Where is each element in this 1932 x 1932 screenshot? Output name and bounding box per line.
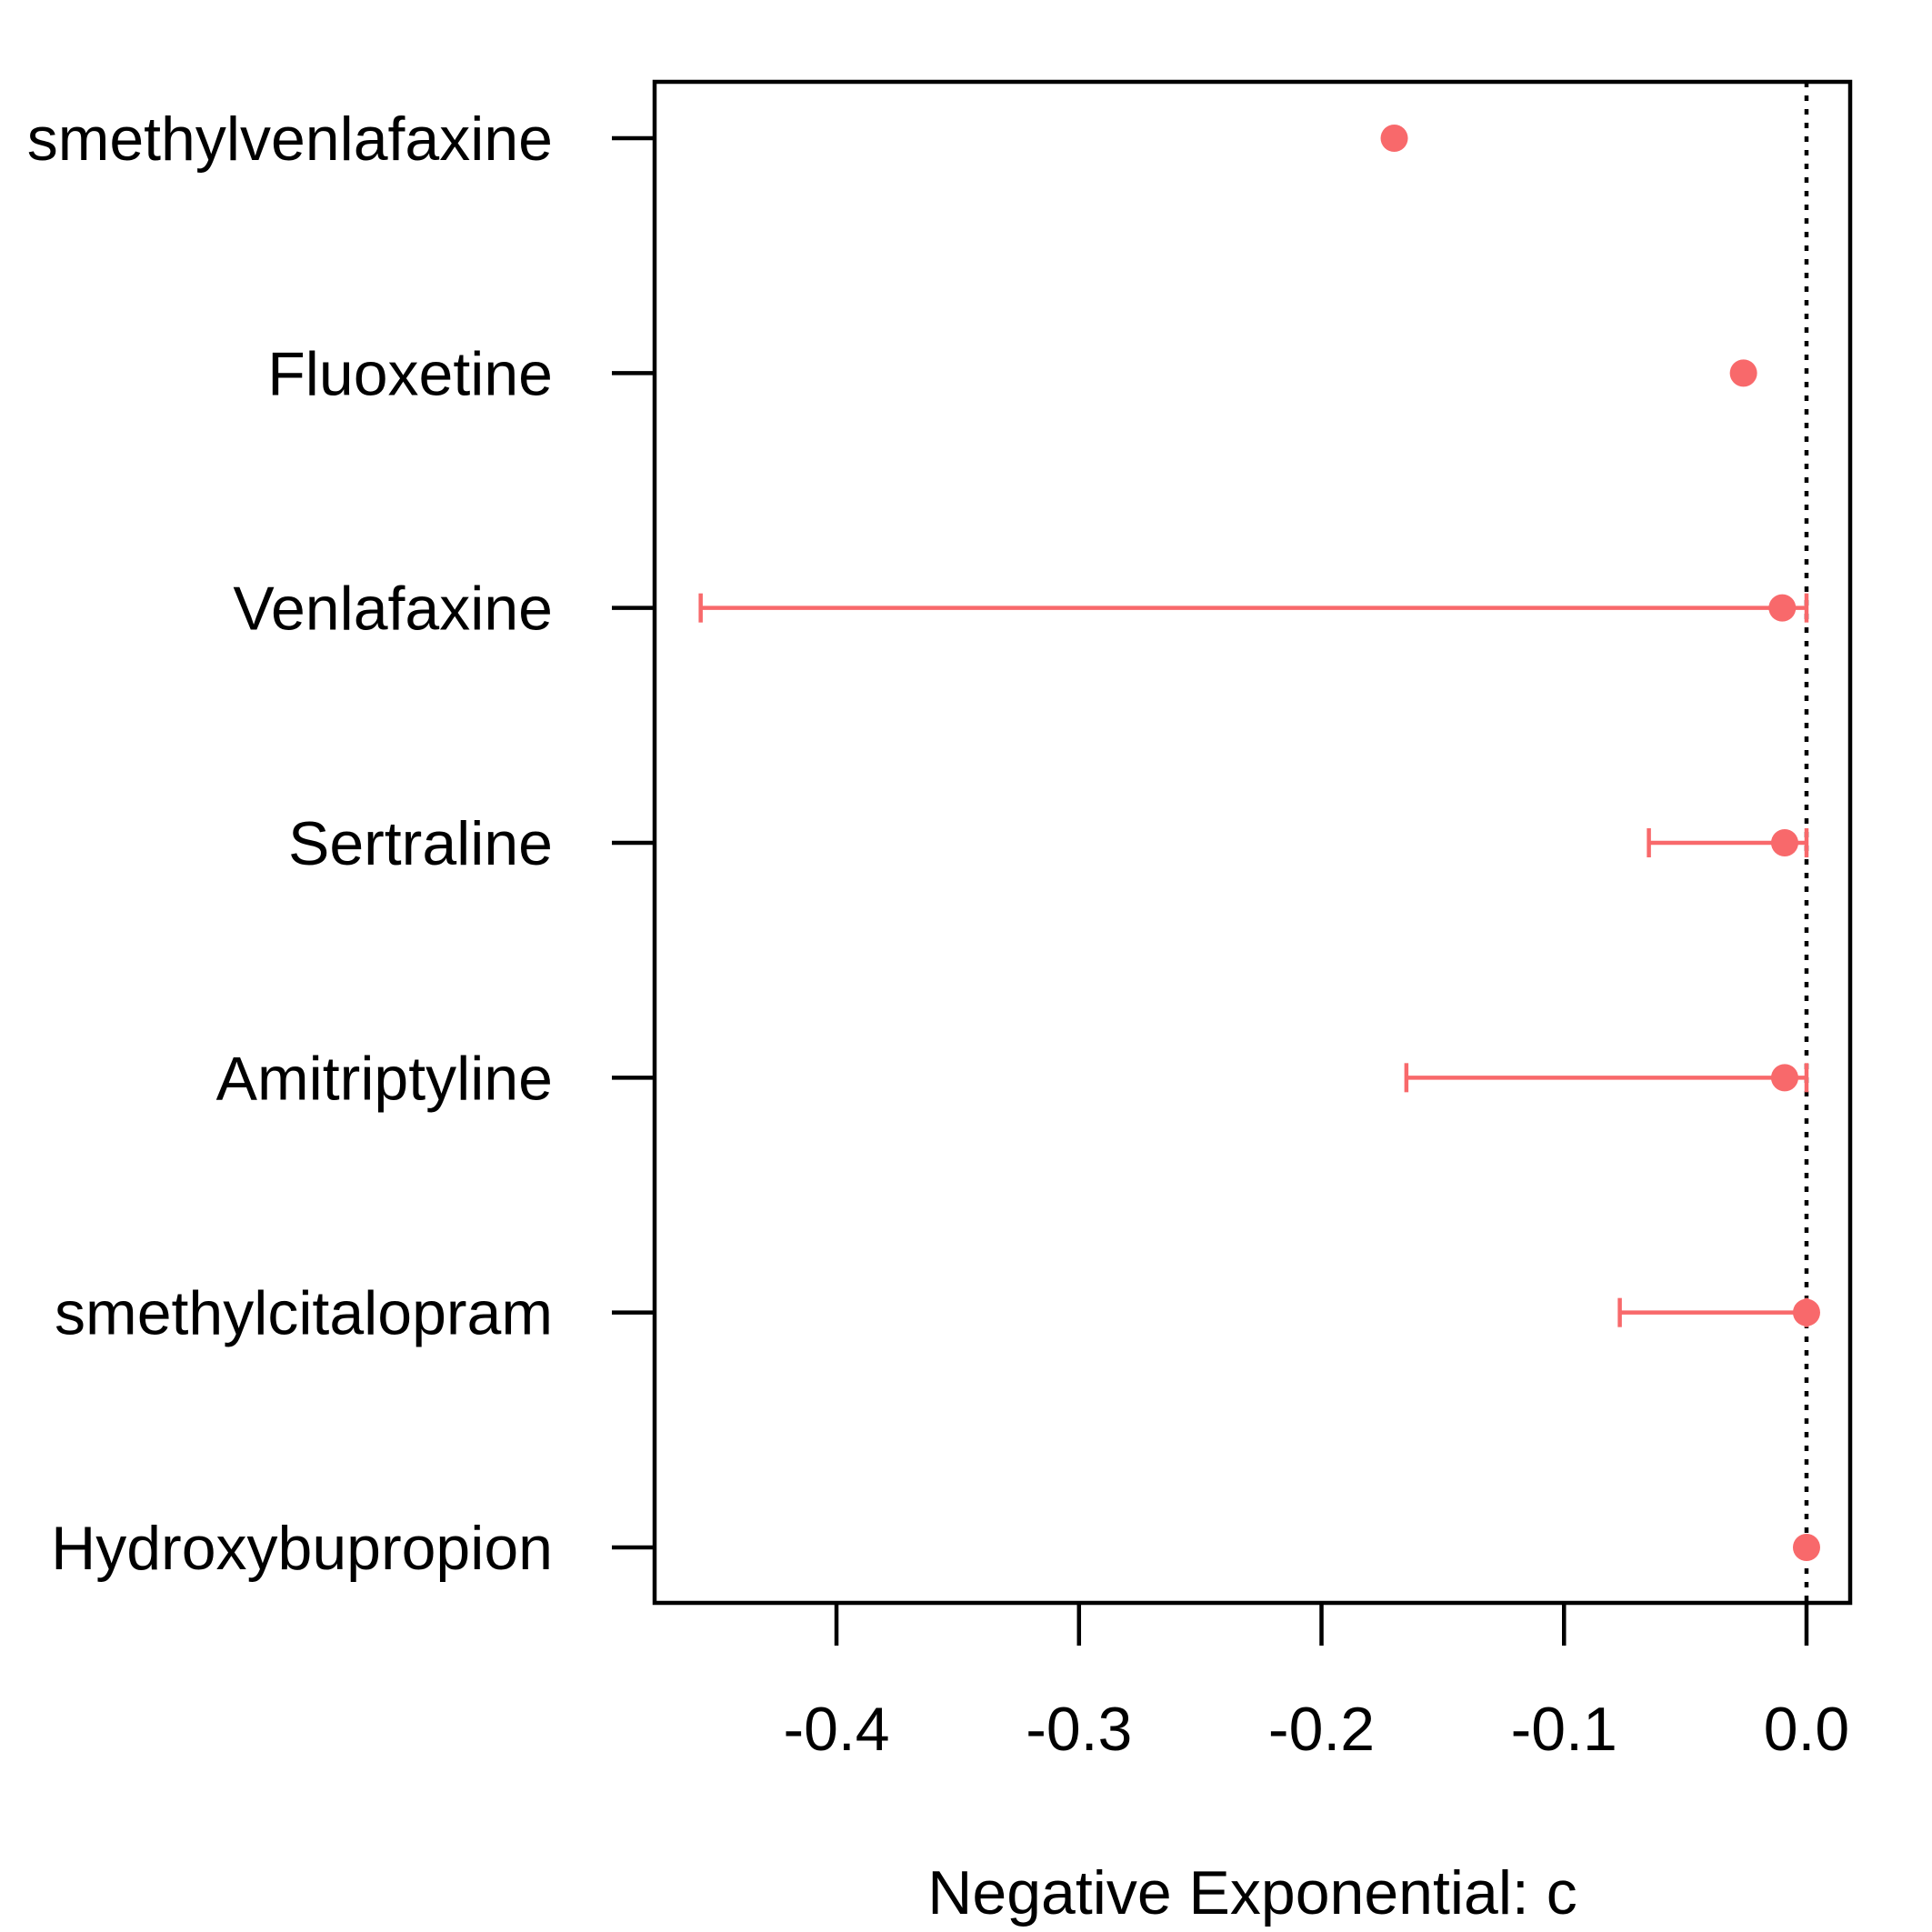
x-axis-title: Negative Exponential: c: [927, 1858, 1577, 1927]
x-axis: -0.4 -0.3 -0.2 -0.1 0.0: [783, 1603, 1849, 1764]
x-tick-label: -0.4: [783, 1695, 889, 1764]
x-tick-label: -0.1: [1511, 1695, 1617, 1764]
data-point: [1792, 1298, 1820, 1326]
data-point: [1768, 594, 1797, 622]
x-tick-label: -0.2: [1268, 1695, 1375, 1764]
data-point: [1770, 1064, 1798, 1092]
y-tick-label: Hydroxybupropion: [51, 1514, 553, 1583]
data-point: [1729, 359, 1757, 387]
y-tick-label: smethylcitalopram: [55, 1279, 553, 1348]
y-tick-label: smethylvenlafaxine: [27, 105, 553, 174]
y-tick-label: Fluoxetine: [267, 339, 553, 408]
data-point: [1792, 1534, 1820, 1561]
plot-frame: [652, 79, 1853, 1606]
y-tick-label: Sertraline: [288, 809, 553, 878]
y-tick-label: Venlafaxine: [233, 575, 553, 644]
data-marks: [698, 125, 1820, 1561]
y-axis: smethylvenlafaxine Fluoxetine Venlafaxine S…: [27, 105, 655, 1583]
y-tick-label: Amitriptyline: [216, 1044, 553, 1113]
x-tick-label: 0.0: [1764, 1695, 1850, 1764]
data-point: [1770, 829, 1798, 856]
x-tick-label: -0.3: [1026, 1695, 1132, 1764]
data-point: [1380, 125, 1408, 152]
